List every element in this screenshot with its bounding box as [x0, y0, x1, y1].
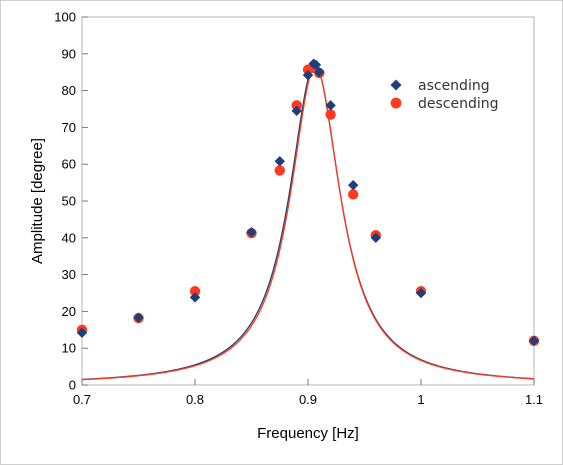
y-tick-label: 90	[62, 46, 76, 61]
ascending-point	[76, 327, 88, 338]
x-tick-label: 1.1	[525, 392, 543, 407]
ascending-point	[246, 227, 257, 238]
fit-curves	[81, 64, 535, 381]
legend-ascending-label: ascending	[418, 78, 490, 94]
y-tick-label: 10	[62, 341, 76, 356]
ascending-point	[415, 287, 427, 299]
descending-point	[325, 109, 336, 120]
legend-descending-label: descending	[418, 96, 499, 112]
ascending-point	[302, 69, 314, 81]
legend-descending-marker	[390, 97, 402, 109]
x-tick-label: 1	[417, 392, 424, 407]
ascending-point	[274, 156, 285, 167]
y-tick-label: 0	[69, 378, 76, 393]
ascending-point	[325, 100, 336, 111]
x-tick-label: 0.7	[73, 392, 91, 407]
descending-point	[189, 285, 201, 297]
legend-ascending-marker	[390, 79, 402, 91]
x-tick-label: 0.8	[186, 392, 204, 407]
ascending-point	[189, 292, 201, 303]
y-axis-ticks: 0 10 20 30 40 50 60 70 80 90 100	[54, 10, 88, 393]
legend: ascending descending	[390, 78, 499, 112]
ascending-point	[291, 105, 302, 117]
descending-point	[348, 189, 359, 200]
ascending-point	[370, 232, 381, 243]
y-tick-label: 60	[62, 157, 76, 172]
y-tick-label: 30	[62, 267, 76, 282]
fit-curve-descending	[81, 65, 535, 381]
y-tick-label: 20	[62, 304, 76, 319]
ascending-point	[314, 67, 325, 78]
x-axis-ticks: 0.7 0.8 0.9 1 1.1	[73, 379, 543, 407]
y-tick-label: 80	[62, 83, 76, 98]
x-tick-label: 0.9	[299, 392, 317, 407]
y-tick-label: 70	[62, 120, 76, 135]
descending-point	[291, 100, 302, 111]
descending-point	[274, 165, 285, 176]
y-tick-label: 50	[62, 194, 76, 209]
ascending-point	[133, 312, 144, 323]
data-points	[76, 58, 540, 347]
ascending-point	[348, 179, 359, 191]
ascending-point	[310, 59, 322, 71]
ascending-point	[528, 335, 540, 347]
y-axis-label: Amplitude [degree]	[29, 138, 46, 264]
y-tick-label: 40	[62, 230, 76, 245]
x-axis-label: Frequency [Hz]	[257, 425, 359, 442]
y-tick-label: 100	[54, 10, 76, 25]
fit-curve-ascending	[81, 64, 535, 381]
